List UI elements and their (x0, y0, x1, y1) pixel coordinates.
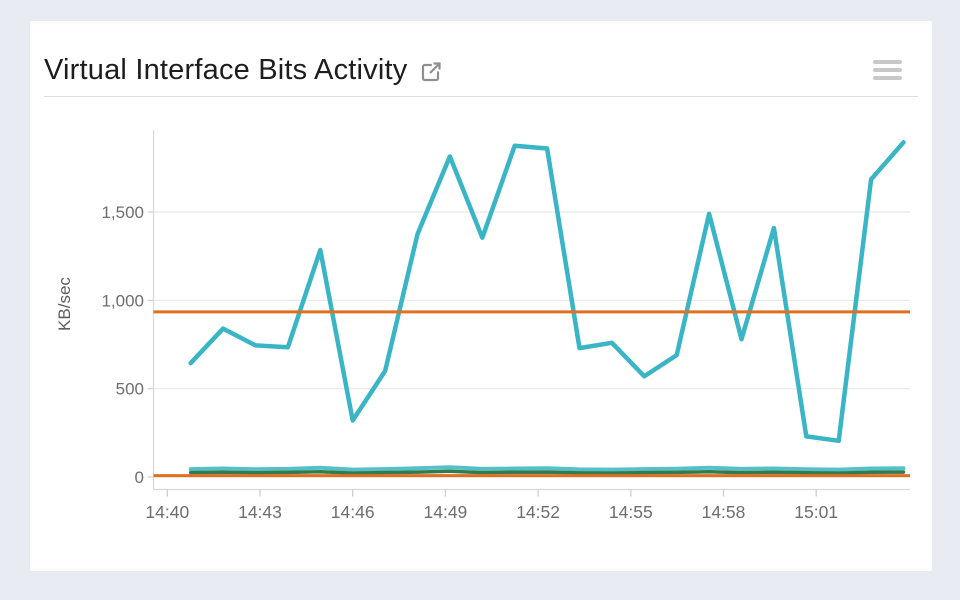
header-divider (44, 96, 918, 97)
hamburger-menu-icon[interactable] (873, 60, 902, 80)
chart-plot-area[interactable] (154, 130, 910, 490)
widget-header: Virtual Interface Bits Activity (44, 47, 918, 93)
external-link-icon[interactable] (419, 60, 443, 84)
widget-title: Virtual Interface Bits Activity (44, 53, 408, 86)
